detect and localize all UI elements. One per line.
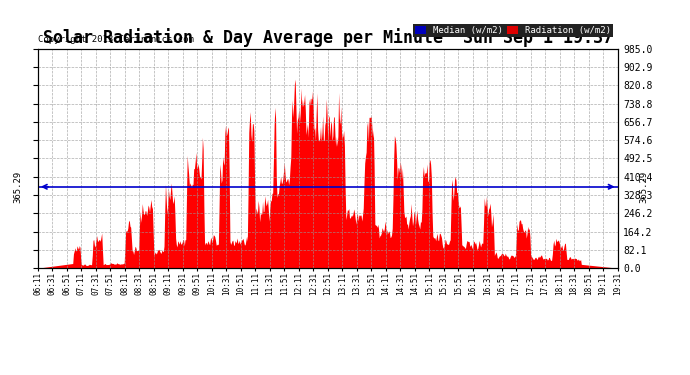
Text: Copyright 2013 Cartronics.com: Copyright 2013 Cartronics.com [38, 35, 194, 44]
Text: 365.29: 365.29 [639, 171, 648, 203]
Legend: Median (w/m2), Radiation (w/m2): Median (w/m2), Radiation (w/m2) [413, 24, 613, 37]
Text: 365.29: 365.29 [13, 171, 22, 203]
Title: Solar Radiation & Day Average per Minute  Sun Sep 1 19:37: Solar Radiation & Day Average per Minute… [43, 28, 613, 47]
